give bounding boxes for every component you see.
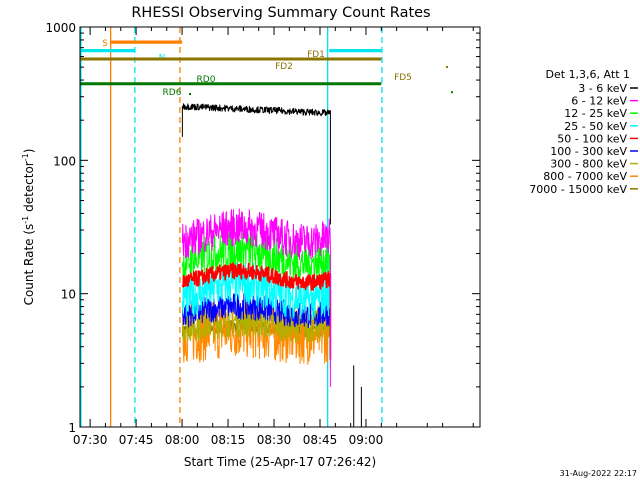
- y-tick-label-3: 1000: [45, 21, 76, 35]
- series-line-4: [181, 262, 332, 360]
- y-tick-label-2: 100: [53, 154, 76, 168]
- legend-entry-5: 100 - 300 keV: [550, 145, 627, 158]
- series-line-1: [181, 208, 331, 387]
- legend-entry-1: 6 - 12 keV: [571, 95, 627, 108]
- flag-dot-rd: [451, 91, 453, 94]
- series-line-3: [181, 262, 331, 360]
- legend-entry-2: 12 - 25 keV: [564, 107, 627, 120]
- x-axis-label: Start Time (25-Apr-17 07:26:42): [184, 455, 376, 469]
- x-tick-label-3: 08:15: [211, 433, 246, 447]
- plot-area: SNFD1FD2FD5RD6RD0: [80, 27, 453, 427]
- y-axis-label-sup2: -1: [21, 153, 30, 161]
- legend-entry-6: 300 - 800 keV: [550, 158, 627, 171]
- legend-entry-8: 7000 - 15000 keV: [529, 183, 627, 196]
- flag-label-7: RD0: [197, 75, 216, 85]
- chart-title: RHESSI Observing Summary Count Rates: [131, 5, 430, 21]
- x-tick-label-4: 08:30: [257, 433, 292, 447]
- y-axis-label-mid: detector: [22, 161, 36, 216]
- y-tick-label-1: 10: [61, 288, 76, 302]
- x-tick-label-1: 07:45: [119, 433, 154, 447]
- flag-dot-rd6: [189, 92, 191, 95]
- x-tick-label-2: 08:00: [165, 433, 200, 447]
- x-tick-label-5: 08:45: [303, 433, 338, 447]
- flag-label-0: S: [102, 39, 108, 49]
- series-line-0: [181, 103, 331, 225]
- legend-entry-0: 3 - 6 keV: [578, 82, 627, 95]
- legend-title: Det 1,3,6, Att 1: [546, 68, 630, 81]
- y-axis-label: Count Rate (s-1 detector-1): [21, 149, 36, 306]
- y-tick-label-0: 1: [68, 421, 76, 435]
- flag-label-3: FD1: [307, 50, 325, 60]
- plot-frame: [79, 26, 481, 428]
- y-axis-label-sup1: -1: [21, 216, 30, 224]
- y-axis-label-main: Count Rate (s: [22, 224, 36, 306]
- flag-label-6: RD6: [163, 88, 182, 98]
- timestamp: 31-Aug-2022 22:17: [560, 469, 637, 478]
- flag-dot-fd: [446, 65, 448, 68]
- axes: 07:30 07:45 08:00 08:15 08:30 08:45 09:00 1 10 10…: [45, 21, 480, 447]
- x-tick-label-0: 07:30: [73, 433, 108, 447]
- flag-label-4: FD2: [275, 62, 293, 72]
- legend-entry-4: 50 - 100 keV: [557, 132, 627, 145]
- legend-entry-7: 800 - 7000 keV: [543, 170, 627, 183]
- x-tick-label-6: 09:00: [349, 433, 384, 447]
- y-axis-label-end: ): [22, 149, 36, 154]
- flag-label-5: FD5: [394, 73, 412, 83]
- legend-entry-3: 25 - 50 keV: [564, 120, 627, 133]
